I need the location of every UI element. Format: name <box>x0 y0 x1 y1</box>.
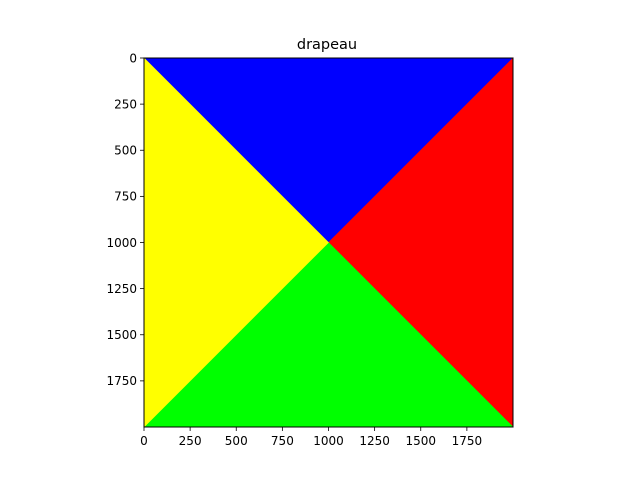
x-tick-label: 1000 <box>313 434 344 448</box>
x-tick-label: 750 <box>271 434 294 448</box>
x-tick-label: 500 <box>225 434 248 448</box>
y-tick-label: 750 <box>114 190 137 204</box>
y-tick-label: 1250 <box>106 282 137 296</box>
x-tick-label: 1500 <box>405 434 436 448</box>
y-tick-label: 1500 <box>106 328 137 342</box>
y-tick-label: 0 <box>129 51 137 65</box>
x-tick-label: 250 <box>179 434 202 448</box>
x-tick-label: 0 <box>140 434 148 448</box>
y-tick-label: 1750 <box>106 374 137 388</box>
plot-area: 0 250 500 750 1000 1250 1500 1750 0 250 500 750 1000… <box>106 51 514 448</box>
chart-title: drapeau <box>297 37 357 53</box>
y-tick-label: 1000 <box>106 236 137 250</box>
y-tick-label: 250 <box>114 97 137 111</box>
x-tick-label: 1750 <box>452 434 483 448</box>
x-tick-label: 1250 <box>359 434 390 448</box>
y-tick-label: 500 <box>114 144 137 158</box>
